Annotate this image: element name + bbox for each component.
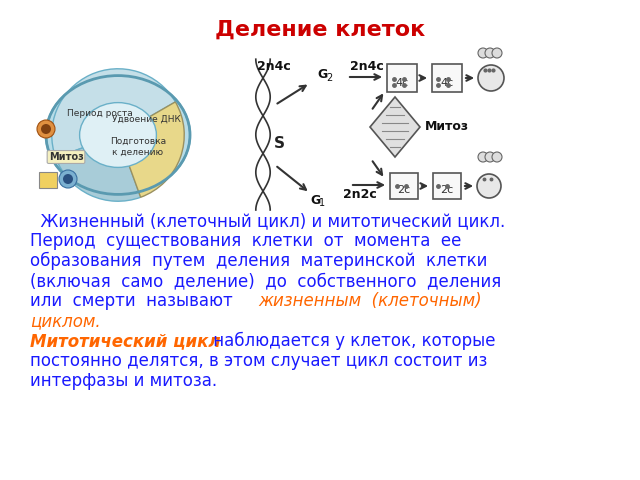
FancyBboxPatch shape <box>390 173 418 199</box>
Text: 1: 1 <box>319 198 325 208</box>
Text: G: G <box>317 69 327 82</box>
Ellipse shape <box>79 103 156 168</box>
FancyBboxPatch shape <box>432 64 462 92</box>
Text: постоянно делятся, в этом случает цикл состоит из: постоянно делятся, в этом случает цикл с… <box>30 352 488 370</box>
Circle shape <box>63 174 73 184</box>
Wedge shape <box>118 102 184 197</box>
Text: 2n4c: 2n4c <box>350 60 384 73</box>
Wedge shape <box>52 69 175 157</box>
Text: или  смерти  называют: или смерти называют <box>30 292 243 310</box>
Text: S: S <box>273 135 285 151</box>
FancyBboxPatch shape <box>387 64 417 92</box>
Circle shape <box>37 120 55 138</box>
FancyBboxPatch shape <box>39 172 57 188</box>
Text: образования  путем  деления  материнской  клетки: образования путем деления материнской кл… <box>30 252 488 270</box>
Text: Удвоение ДНК: Удвоение ДНК <box>111 115 180 123</box>
Text: Митотический цикл: Митотический цикл <box>30 332 221 350</box>
Wedge shape <box>56 135 141 201</box>
Text: Жизненный (клеточный цикл) и митотический цикл.: Жизненный (клеточный цикл) и митотически… <box>30 212 505 230</box>
Text: Подготовка
к делению: Подготовка к делению <box>110 137 166 157</box>
Circle shape <box>59 170 77 188</box>
Text: Митоз: Митоз <box>425 120 469 133</box>
Text: 4c: 4c <box>396 78 408 88</box>
FancyBboxPatch shape <box>433 173 461 199</box>
Polygon shape <box>370 97 420 157</box>
Text: жизненным  (клеточным): жизненным (клеточным) <box>258 292 482 310</box>
Circle shape <box>41 124 51 134</box>
Circle shape <box>478 152 488 162</box>
Text: (включая  само  деление)  до  собственного  деления: (включая само деление) до собственного д… <box>30 272 501 290</box>
Text: 2n2c: 2n2c <box>343 189 377 202</box>
Text: 2: 2 <box>326 73 332 83</box>
Text: циклом.: циклом. <box>30 312 100 330</box>
Text: Митоз: Митоз <box>49 152 83 162</box>
Ellipse shape <box>46 75 190 194</box>
Text: 2c: 2c <box>397 185 411 195</box>
Circle shape <box>477 174 501 198</box>
Circle shape <box>492 152 502 162</box>
Circle shape <box>492 48 502 58</box>
Text: G: G <box>310 193 320 206</box>
Text: 4c: 4c <box>440 78 454 88</box>
Text: Период  существования  клетки  от  момента  ее: Период существования клетки от момента е… <box>30 232 461 250</box>
Circle shape <box>478 48 488 58</box>
Circle shape <box>478 65 504 91</box>
Text: 2c: 2c <box>440 185 454 195</box>
Text: интерфазы и митоза.: интерфазы и митоза. <box>30 372 217 390</box>
Text: Деление клеток: Деление клеток <box>215 20 425 40</box>
Circle shape <box>485 48 495 58</box>
Text: 2n4c: 2n4c <box>257 60 291 73</box>
Circle shape <box>485 152 495 162</box>
Text: наблюдается у клеток, которые: наблюдается у клеток, которые <box>208 332 495 350</box>
Text: Период роста: Период роста <box>67 108 133 118</box>
